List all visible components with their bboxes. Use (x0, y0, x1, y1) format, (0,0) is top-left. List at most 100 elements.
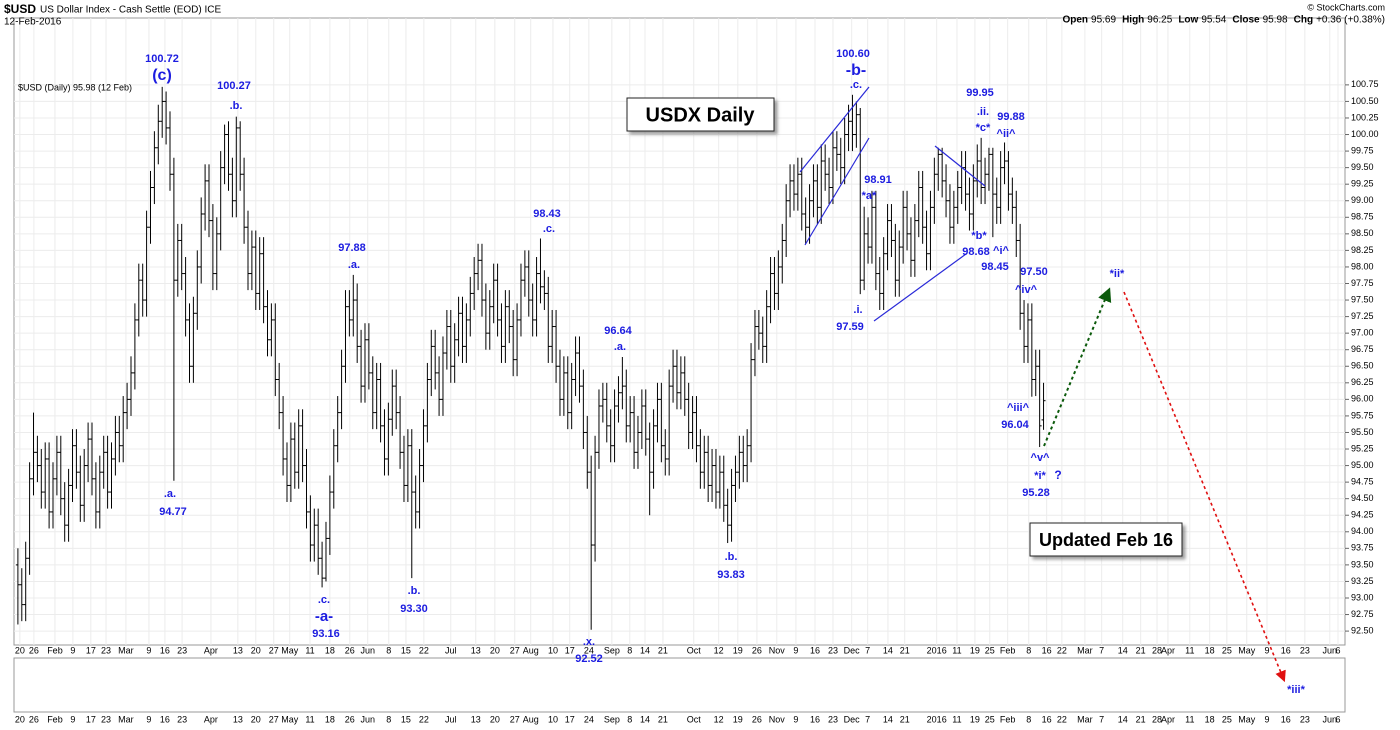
quote-value: +0.36 (+0.38%) (1316, 15, 1385, 26)
lower-panel (13, 657, 1346, 713)
x-tick-label: 20 (251, 645, 261, 655)
x-tick-label: Oct (687, 645, 702, 655)
wave-label: 98.43 (533, 208, 561, 220)
x-tick-label: 9 (70, 645, 75, 655)
x-tick-label: Aug (523, 714, 539, 724)
x-tick-label: 26 (345, 645, 355, 655)
y-tick-label: 100.25 (1351, 112, 1379, 122)
y-tick-label: 99.00 (1351, 195, 1374, 205)
x-tick-label: 7 (865, 714, 870, 724)
x-tick-label: 16 (160, 645, 170, 655)
x-tick-label: Apr (204, 645, 218, 655)
wave-label: 97.88 (338, 242, 366, 254)
x-tick-label: Aug (523, 645, 539, 655)
wave-label: 96.64 (604, 325, 632, 337)
x-tick-label: 27 (269, 714, 279, 724)
wave-label: 93.83 (717, 569, 745, 581)
x-tick-label: Mar (1077, 645, 1093, 655)
quote-label: Chg (1294, 15, 1313, 26)
x-tick-label: 15 (401, 714, 411, 724)
y-tick-label: 99.75 (1351, 145, 1374, 155)
x-tick-label: Jun (1323, 645, 1338, 655)
x-tick-label: 12 (714, 645, 724, 655)
wave-label: *b* (971, 230, 987, 242)
x-tick-label: 22 (419, 645, 429, 655)
y-tick-label: 98.25 (1351, 245, 1374, 255)
trendlines (799, 86, 986, 322)
wave-label: .x. (583, 636, 595, 648)
wave-label: .i. (853, 304, 862, 316)
x-tick-label: 18 (1205, 645, 1215, 655)
x-tick-label: May (281, 645, 299, 655)
instrument-name: US Dollar Index - Cash Settle (EOD) ICE (40, 5, 221, 16)
projection-arrow-down (1123, 291, 1286, 683)
trendline (804, 137, 870, 246)
x-tick-label: 18 (1205, 714, 1215, 724)
x-tick-label: Jul (445, 645, 457, 655)
x-tick-label: 13 (233, 714, 243, 724)
x-tick-label: Jun (1323, 714, 1338, 724)
y-tick-label: 95.50 (1351, 427, 1374, 437)
x-tick-label: 8 (386, 645, 391, 655)
wave-label: -b- (846, 62, 866, 79)
x-tick-label: 25 (1222, 714, 1232, 724)
x-tick-label: 21 (658, 645, 668, 655)
x-tick-label: 6 (1335, 645, 1340, 655)
x-tick-label: 13 (471, 714, 481, 724)
x-tick-label: 13 (471, 645, 481, 655)
x-tick-label: 23 (1300, 714, 1310, 724)
x-tick-label: 26 (752, 714, 762, 724)
trendline (934, 145, 986, 187)
wave-label: .a. (348, 259, 360, 271)
x-tick-label: 11 (952, 714, 961, 724)
x-tick-label: 11 (1185, 645, 1194, 655)
wave-label: 97.50 (1020, 266, 1048, 278)
y-tick-label: 96.75 (1351, 344, 1374, 354)
y-tick-label: 94.00 (1351, 526, 1374, 536)
x-tick-label: 14 (640, 714, 650, 724)
x-tick-label: 19 (733, 645, 743, 655)
text-box-frame (626, 97, 775, 132)
wave-label: 96.04 (1001, 419, 1029, 431)
x-tick-label: 23 (828, 645, 838, 655)
x-tick-label: 22 (419, 714, 429, 724)
wave-label: .c. (318, 594, 330, 606)
wave-label: *c* (976, 122, 991, 134)
y-tick-label: 94.75 (1351, 477, 1374, 487)
x-tick-label: Mar (118, 714, 134, 724)
price-bars (15, 86, 1046, 630)
x-tick-label: Feb (1000, 714, 1016, 724)
x-tick-label: 22 (1057, 645, 1067, 655)
y-tick-label: 100.00 (1351, 129, 1379, 139)
x-tick-label: 2016 (927, 645, 947, 655)
y-tick-label: 95.75 (1351, 410, 1374, 420)
x-tick-label: 2016 (927, 714, 947, 724)
wave-label: *i* (1034, 470, 1046, 482)
quote-label: Close (1232, 15, 1260, 26)
x-tick-label: 28 (1152, 645, 1162, 655)
x-tick-label: 9 (793, 645, 798, 655)
x-tick-label: Nov (769, 714, 786, 724)
wave-label: ^iii^ (1007, 402, 1030, 414)
wave-label: 97.59 (836, 321, 864, 333)
y-tick-label: 98.50 (1351, 228, 1374, 238)
wave-label: .ii. (977, 106, 989, 118)
x-tick-label: 17 (565, 645, 575, 655)
x-tick-label: 17 (565, 714, 575, 724)
x-tick-label: 13 (233, 645, 243, 655)
text-box-frame (1029, 522, 1183, 557)
wave-label: 98.45 (981, 261, 1009, 273)
x-tick-label: 21 (1136, 714, 1146, 724)
x-tick-label: 14 (883, 714, 893, 724)
x-tick-label: 15 (401, 645, 411, 655)
x-tick-label: 23 (1300, 645, 1310, 655)
x-tick-label: Mar (118, 645, 134, 655)
wave-label: (c) (152, 67, 172, 84)
x-tick-label: 16 (810, 645, 820, 655)
x-tick-label: 16 (1042, 714, 1052, 724)
y-tick-label: 96.50 (1351, 361, 1374, 371)
quote-label: Open (1062, 15, 1088, 26)
x-tick-label: 21 (900, 714, 910, 724)
header: $USD US Dollar Index - Cash Settle (EOD)… (4, 2, 1385, 27)
x-tick-label: 9 (146, 645, 151, 655)
